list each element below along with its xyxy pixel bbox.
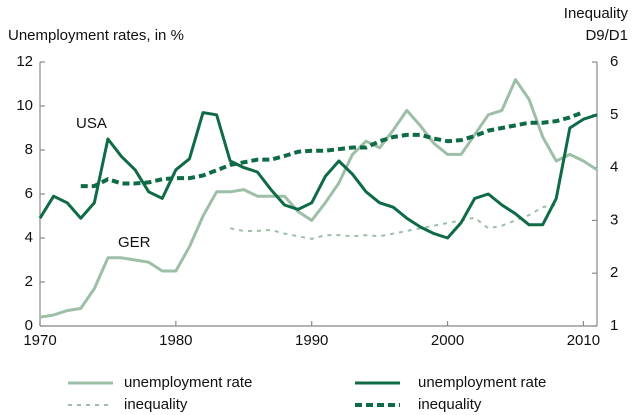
line-series <box>230 203 557 240</box>
y-tick-label: 4 <box>25 229 33 246</box>
x-tick-label: 1970 <box>23 332 56 349</box>
y2-tick-label: 3 <box>610 211 618 228</box>
line-series <box>80 110 585 189</box>
y2-tick-label: 5 <box>610 106 618 123</box>
x-tick-label: 2010 <box>567 332 600 349</box>
y-tick-label: 10 <box>16 97 33 114</box>
x-tick-label: 1990 <box>295 332 328 349</box>
y-axis-title: Unemployment rates, in % <box>8 27 184 44</box>
y2-tick-label: 4 <box>610 159 618 176</box>
y2-axis-title: Inequality <box>564 5 629 22</box>
legend-label: inequality <box>124 396 188 413</box>
legend-label: unemployment rate <box>124 374 252 391</box>
y2-tick-label: 2 <box>610 264 618 281</box>
legend-label: inequality <box>418 396 482 413</box>
y-tick-label: 0 <box>25 317 33 334</box>
y-tick-label: 2 <box>25 273 33 290</box>
y2-tick-label: 1 <box>610 317 618 334</box>
annotation: GER <box>118 234 151 251</box>
y-tick-label: 12 <box>16 53 33 70</box>
legend-label: unemployment rate <box>418 374 546 391</box>
y2-axis-title: D9/D1 <box>585 27 628 44</box>
x-tick-label: 2000 <box>431 332 464 349</box>
y2-tick-label: 6 <box>610 53 618 70</box>
y-tick-label: 8 <box>25 141 33 158</box>
line-series <box>38 111 598 240</box>
annotation: USA <box>76 115 107 132</box>
x-tick-label: 1980 <box>159 332 192 349</box>
y-tick-label: 6 <box>25 185 33 202</box>
line-series <box>39 78 598 319</box>
